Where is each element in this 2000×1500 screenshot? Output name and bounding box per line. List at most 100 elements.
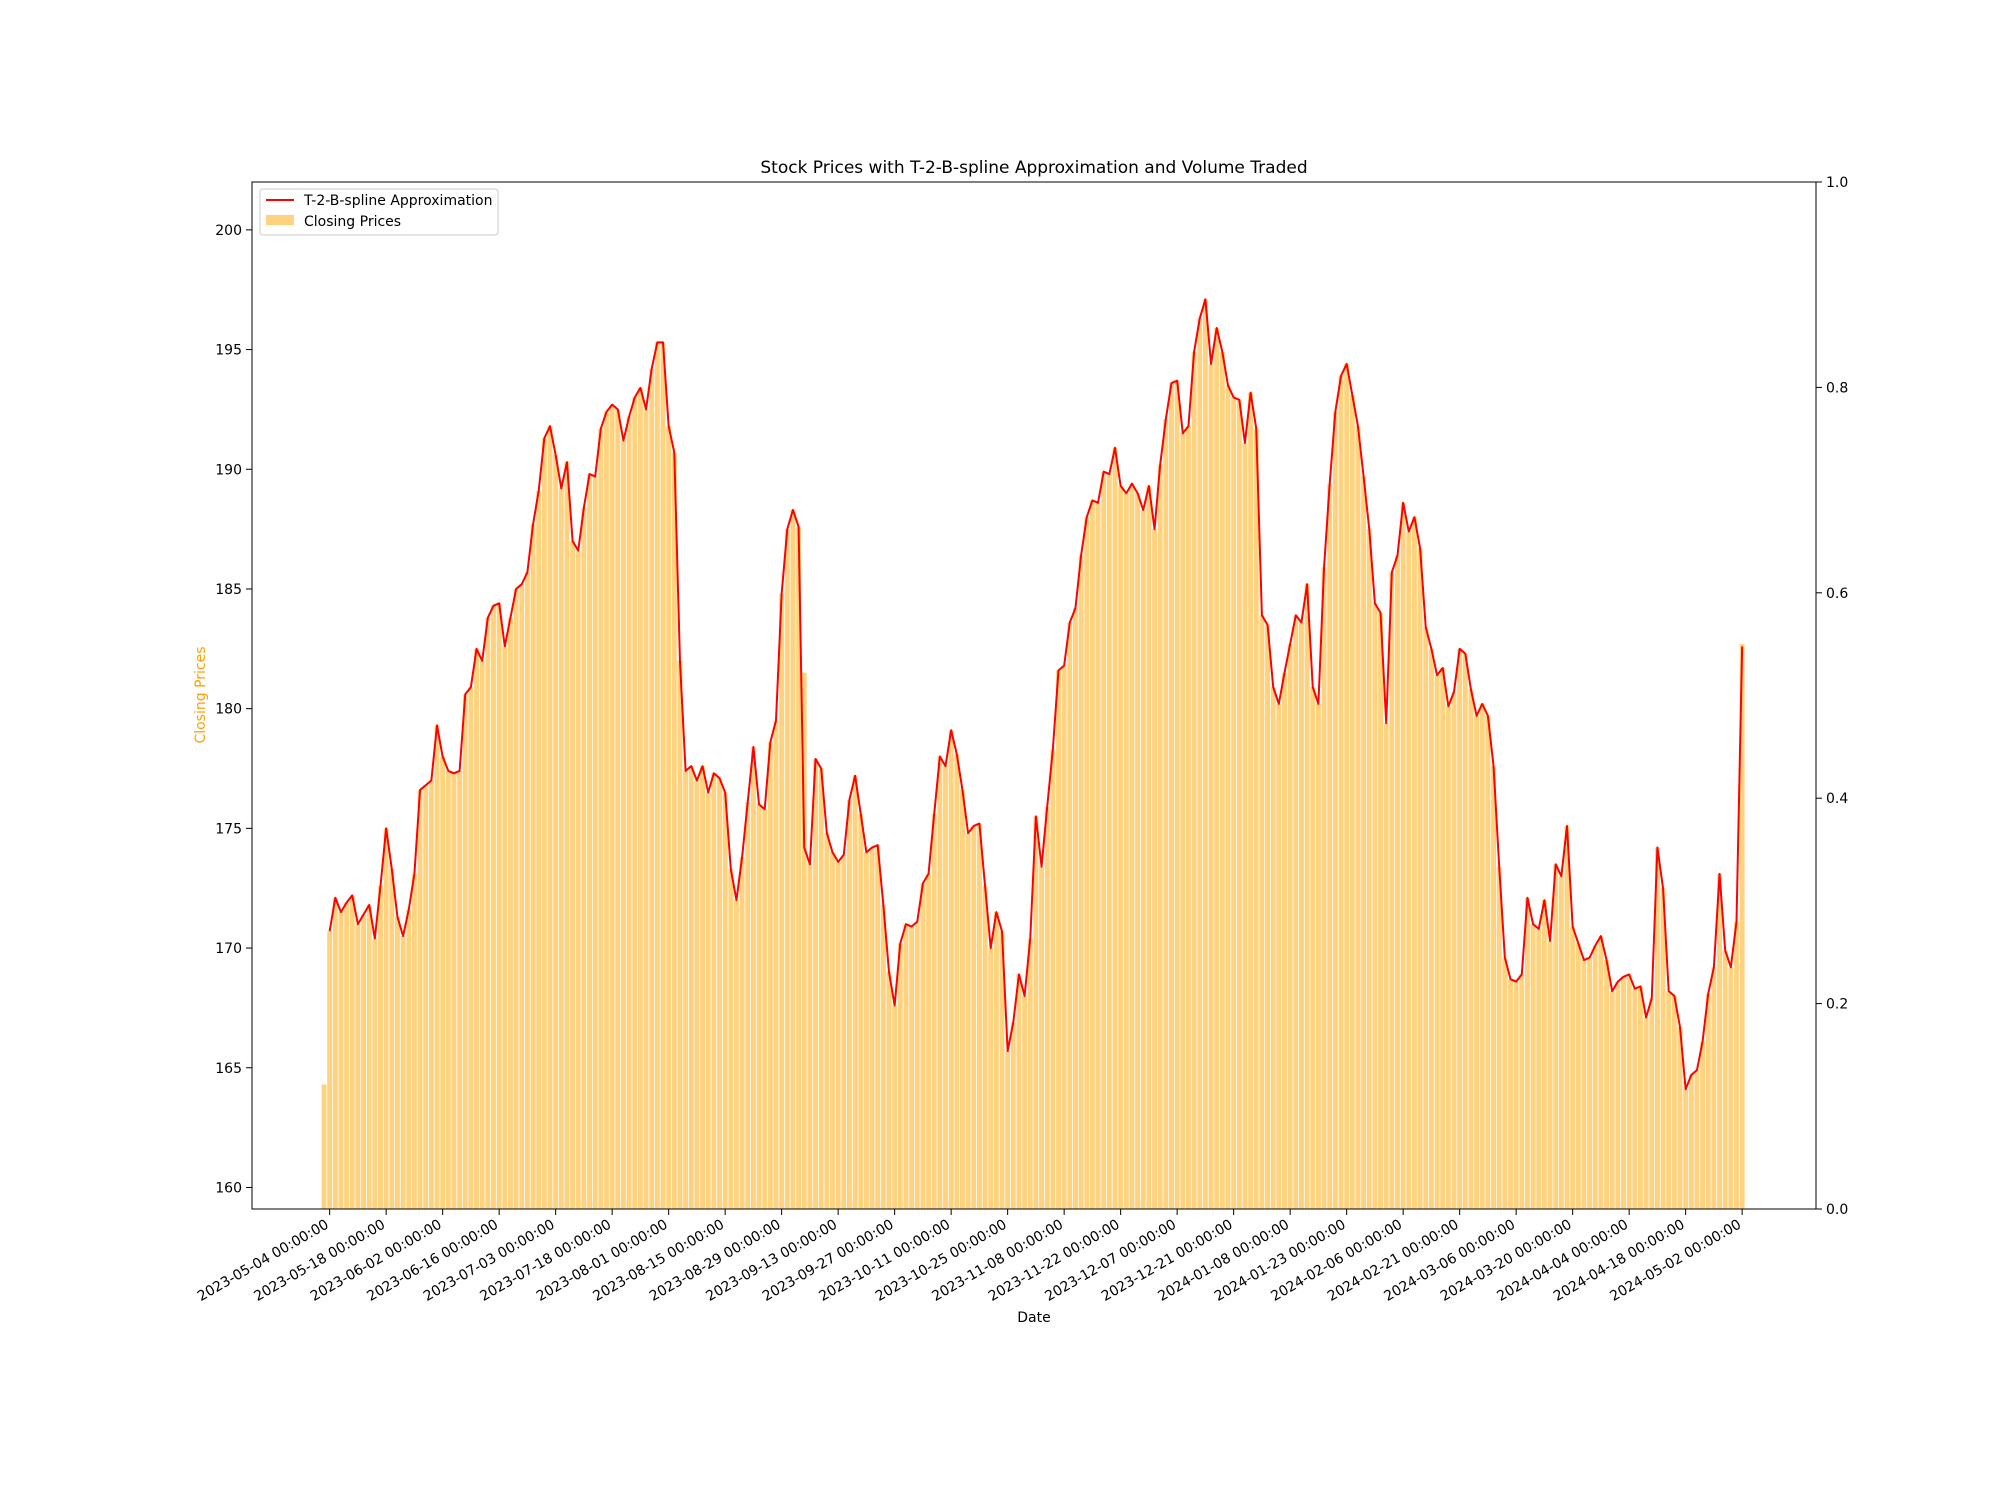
closing-price-bar	[1135, 493, 1141, 1210]
closing-price-bar	[626, 416, 632, 1209]
closing-price-bar	[965, 833, 971, 1209]
closing-price-bar	[1327, 483, 1333, 1209]
closing-price-bar	[1722, 950, 1728, 1209]
legend-bar-swatch	[266, 215, 294, 225]
closing-price-bar	[1191, 351, 1197, 1210]
closing-price-bar	[1660, 888, 1666, 1209]
closing-price-bar	[852, 775, 858, 1209]
closing-price-bar	[750, 746, 756, 1209]
closing-price-bar	[1688, 1074, 1694, 1209]
closing-price-bar	[553, 454, 559, 1209]
closing-price-bar	[321, 1084, 327, 1209]
closing-price-bar	[474, 648, 479, 1209]
closing-price-bar	[1321, 567, 1327, 1209]
closing-price-bar	[604, 411, 609, 1209]
closing-price-bar	[993, 912, 999, 1209]
closing-price-bar	[1276, 703, 1282, 1209]
closing-price-bar	[1355, 426, 1361, 1209]
closing-price-bar	[547, 426, 553, 1209]
closing-price-bar	[1440, 667, 1446, 1209]
closing-price-bar	[892, 1005, 898, 1209]
legend: T-2-B-spline Approximation Closing Price…	[259, 188, 499, 236]
closing-price-bar	[1417, 548, 1423, 1209]
closing-price-bar	[1389, 572, 1395, 1209]
closing-price-bar	[863, 852, 869, 1209]
closing-price-bar	[440, 756, 446, 1209]
closing-price-bar	[1479, 703, 1485, 1209]
closing-price-bar	[621, 440, 626, 1209]
closing-price-bar	[1332, 411, 1338, 1209]
closing-price-bar	[1547, 940, 1553, 1209]
closing-price-bar	[779, 593, 785, 1209]
closing-price-bar	[1587, 957, 1593, 1209]
closing-price-bar	[1299, 622, 1304, 1209]
closing-price-bar	[1400, 502, 1406, 1209]
closing-price-bar	[485, 617, 491, 1209]
closing-price-bar	[1728, 967, 1734, 1209]
closing-price-bar	[1287, 644, 1293, 1209]
legend-label-spline: T-2-B-spline Approximation	[303, 193, 492, 209]
closing-price-bar	[1694, 1070, 1700, 1209]
closing-price-bar	[428, 780, 434, 1209]
left-axis: 160 165 170 175 180 185 190 195 200	[215, 223, 252, 1196]
closing-price-bar	[1643, 1017, 1649, 1209]
closing-price-bar	[688, 766, 694, 1209]
closing-price-bar	[1039, 866, 1044, 1209]
closing-price-bar	[671, 452, 677, 1209]
closing-price-bar	[767, 742, 773, 1209]
closing-price-bar	[1626, 974, 1632, 1209]
closing-price-bar	[1056, 670, 1061, 1209]
closing-price-bar	[1462, 653, 1468, 1209]
closing-price-bar	[807, 864, 813, 1209]
closing-price-bar	[784, 529, 790, 1209]
y-tick-label: 180	[215, 702, 242, 718]
closing-price-bar	[830, 852, 835, 1209]
closing-price-bar	[1344, 363, 1350, 1209]
closing-price-bar	[609, 404, 615, 1209]
closing-price-bar	[1118, 486, 1124, 1209]
closing-price-bar	[1361, 476, 1367, 1209]
closing-price-bar	[1457, 648, 1463, 1209]
closing-price-bar	[1383, 723, 1389, 1209]
closing-price-bar	[1491, 766, 1496, 1209]
closing-price-bar	[1519, 974, 1525, 1209]
closing-price-bar	[366, 904, 372, 1209]
closing-price-bar	[988, 948, 994, 1209]
y-tick-label: 175	[215, 821, 242, 837]
closing-price-bar	[1468, 689, 1474, 1209]
closing-price-bar	[1180, 433, 1186, 1209]
closing-price-bar	[581, 507, 587, 1210]
closing-price-bar	[971, 825, 977, 1209]
closing-price-bar	[338, 912, 344, 1209]
closing-price-bar	[1525, 897, 1530, 1209]
closing-price-bar	[960, 790, 965, 1209]
closing-price-bar	[1621, 976, 1626, 1209]
closing-price-bar	[999, 931, 1005, 1209]
closing-price-bar	[468, 687, 474, 1209]
closing-price-bar	[1683, 1089, 1689, 1209]
closing-price-bar	[344, 902, 350, 1209]
closing-price-bar	[332, 897, 338, 1209]
closing-price-bar	[943, 766, 948, 1209]
closing-price-bar	[756, 804, 762, 1209]
closing-price-bar	[349, 895, 355, 1209]
closing-price-bar	[1197, 318, 1203, 1209]
closing-price-bar	[1005, 1051, 1011, 1209]
closing-price-bar	[575, 550, 581, 1209]
closing-price-bar	[1106, 474, 1112, 1209]
bars-layer	[321, 299, 1745, 1210]
closing-price-bar	[536, 490, 542, 1209]
closing-price-bar	[643, 409, 649, 1209]
closing-price-bar	[451, 773, 457, 1209]
closing-price-bar	[1451, 691, 1457, 1209]
closing-price-bar	[1536, 928, 1542, 1209]
closing-price-bar	[400, 936, 406, 1209]
closing-price-bar	[841, 854, 847, 1209]
closing-price-bar	[734, 900, 739, 1209]
closing-price-bar	[722, 792, 728, 1209]
closing-price-bar	[479, 660, 485, 1209]
closing-price-bar	[1095, 502, 1101, 1209]
closing-price-bar	[649, 368, 655, 1210]
